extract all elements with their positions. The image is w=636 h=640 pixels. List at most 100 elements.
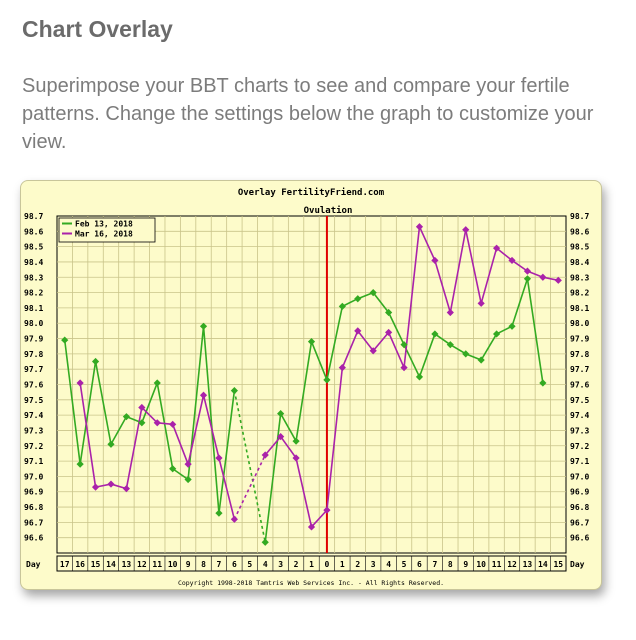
page-title: Chart Overlay: [22, 16, 173, 42]
data-point: [107, 480, 115, 488]
data-point: [215, 509, 223, 517]
data-point: [523, 267, 532, 275]
y-tick-label-right: 97.7: [570, 365, 589, 374]
data-point: [492, 330, 501, 338]
data-point: [61, 336, 69, 344]
page-description: Superimpose your BBT charts to see and c…: [22, 75, 594, 153]
series-line-segment: [279, 413, 297, 442]
y-tick-label-right: 97.3: [570, 426, 589, 435]
y-tick-label-left: 98.2: [24, 289, 43, 298]
y-tick-label-left: 97.7: [24, 365, 43, 374]
y-tick-label-left: 98.3: [24, 273, 43, 282]
data-point: [277, 410, 285, 418]
data-point: [323, 376, 331, 384]
y-tick-label-left: 98.7: [24, 212, 43, 221]
series-line-segment: [264, 436, 282, 456]
series-line-segment: [449, 229, 467, 313]
series-line-segment: [264, 413, 282, 543]
y-tick-label-right: 97.2: [570, 442, 589, 451]
data-point: [431, 256, 439, 265]
y-tick-label-right: 97.0: [570, 472, 589, 481]
y-tick-label-right: 97.5: [570, 396, 589, 405]
data-point: [230, 387, 238, 395]
y-tick-label-left: 97.0: [24, 472, 43, 481]
data-point: [400, 341, 408, 349]
y-tick-label-right: 97.6: [570, 381, 589, 390]
data-point: [431, 330, 439, 338]
data-point: [277, 432, 285, 441]
x-tick-label: 6: [417, 560, 422, 569]
data-point: [477, 356, 485, 364]
series-line-segment: [480, 247, 498, 304]
data-point: [415, 373, 424, 381]
data-point: [307, 523, 316, 531]
y-tick-label-left: 97.5: [24, 396, 43, 405]
series-line-segment: [233, 390, 267, 543]
series-line-segment: [464, 229, 482, 304]
x-axis-label-left: Day: [26, 560, 41, 569]
y-tick-label-right: 98.7: [570, 212, 589, 221]
y-tick-label-right: 96.6: [570, 534, 589, 543]
x-tick-label: 5: [402, 560, 407, 569]
series-line-segment: [310, 509, 328, 528]
data-point: [508, 256, 516, 265]
legend-label: Feb 13, 2018: [75, 220, 133, 229]
x-tick-label: 5: [247, 560, 252, 569]
x-tick-label: 12: [137, 560, 147, 569]
x-axis-label-right: Day: [570, 560, 585, 569]
data-point: [292, 437, 300, 445]
x-axis-row: [56, 555, 567, 572]
series-line-segment: [202, 395, 220, 459]
data-point: [462, 350, 470, 358]
series-line-segment: [310, 341, 328, 381]
y-tick-label-left: 97.6: [24, 381, 43, 390]
data-point: [107, 440, 115, 448]
series-line-segment: [156, 382, 174, 469]
series-line-segment: [372, 331, 390, 352]
series-line-segment: [341, 330, 359, 368]
data-point: [354, 295, 362, 303]
data-point: [554, 276, 562, 284]
data-point: [369, 347, 377, 355]
grid: [56, 215, 567, 572]
x-tick-label: 15: [91, 560, 101, 569]
data-point: [169, 465, 177, 473]
x-tick-label: 6: [232, 560, 237, 569]
y-tick-label-left: 97.1: [24, 457, 43, 466]
series-line-segment: [357, 330, 374, 352]
x-tick-label: 4: [263, 560, 268, 569]
series-line-segment: [202, 326, 220, 514]
data-point: [215, 454, 223, 462]
data-point: [199, 391, 208, 399]
x-tick-label: 9: [463, 560, 468, 569]
series-line-segment: [341, 298, 359, 308]
y-tick-label-right: 98.1: [570, 304, 589, 313]
series-line-segment: [418, 226, 436, 261]
series-line-segment: [326, 367, 344, 511]
x-tick-label: 14: [538, 560, 548, 569]
data-point: [415, 223, 424, 231]
x-tick-label: 10: [168, 560, 178, 569]
x-tick-label: 16: [75, 560, 85, 569]
data-point: [153, 419, 161, 427]
x-tick-label: 9: [186, 560, 191, 569]
data-point: [91, 483, 100, 491]
chart-card: 98.7 98.7 98.6 98.6 98.5 98.5 98.4 98.4 98.3 98.3…: [20, 180, 602, 590]
data-point: [462, 226, 470, 234]
series-line-segment: [449, 343, 467, 355]
x-tick-label: 3: [371, 560, 376, 569]
x-tick-label: 11: [152, 560, 162, 569]
y-tick-label-right: 97.1: [570, 457, 589, 466]
data-point: [338, 364, 346, 372]
y-tick-label-left: 96.9: [24, 488, 43, 497]
data-point: [492, 244, 501, 252]
y-tick-label-left: 98.0: [24, 319, 43, 328]
x-tick-label: 2: [355, 560, 360, 569]
data-point: [292, 454, 300, 462]
series-line-segment: [141, 406, 158, 424]
data-point: [385, 328, 393, 337]
legend-label: Mar 16, 2018: [75, 230, 133, 239]
y-tick-label-left: 97.3: [24, 426, 43, 435]
series-line-segment: [496, 325, 513, 335]
